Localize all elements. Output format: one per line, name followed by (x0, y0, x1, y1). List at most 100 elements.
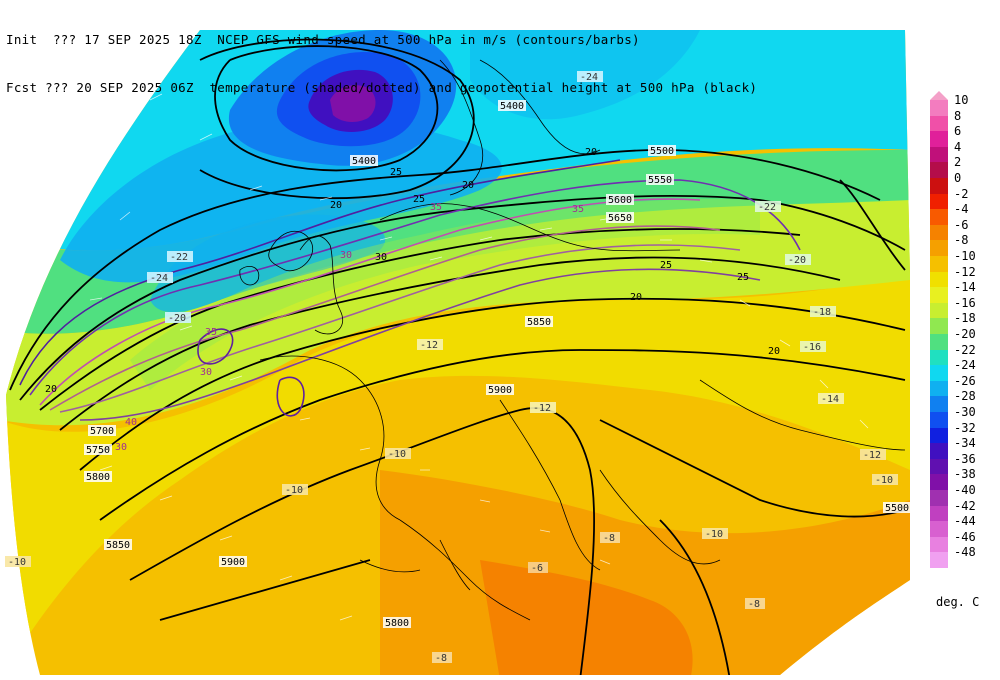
wind-label: 35 (430, 202, 442, 213)
height-label: 5900 (221, 557, 245, 568)
wind-label: 25 (737, 272, 749, 283)
temp-label: -20 (168, 313, 186, 324)
height-label: 5600 (608, 195, 632, 206)
temp-label: -22 (758, 202, 776, 213)
colorbar-label: -18 (954, 311, 976, 326)
colorbar-swatch (930, 458, 948, 475)
colorbar-label: 4 (954, 139, 962, 154)
temp-label: -24 (150, 273, 168, 284)
temperature-labels: -24 -22 -24 -20 -22 -20 -18 -16 -14 -12 … (5, 71, 898, 664)
wind-label: 30 (340, 250, 352, 261)
colorbar-label: -20 (954, 327, 976, 341)
colorbar-swatch (930, 334, 948, 350)
colorbar-label: 6 (954, 124, 962, 139)
colorbar-swatch (930, 536, 948, 553)
wind-label: 30 (375, 252, 387, 263)
colorbar-label: 8 (954, 108, 962, 123)
height-label: 5500 (885, 503, 909, 514)
colorbar-label: 0 (954, 171, 962, 185)
wind-label: 20 (45, 384, 57, 395)
height-label: 5800 (86, 472, 110, 483)
wind-label: 20 (585, 147, 597, 158)
colorbar-label: 2 (954, 155, 962, 170)
colorbar-label: -40 (954, 483, 976, 497)
height-label: 5750 (86, 445, 110, 456)
colorbar-swatch (930, 427, 948, 444)
temp-label: -10 (388, 449, 406, 460)
colorbar-swatch (930, 474, 948, 490)
wind-label: 35 (205, 327, 217, 338)
height-contours (9, 38, 906, 675)
colorbar-label: -8 (954, 233, 969, 248)
height-label: 5850 (527, 317, 551, 328)
wind-label: 20 (768, 346, 780, 357)
colorbar-label: -46 (954, 529, 976, 544)
colorbar-label: -26 (954, 373, 976, 388)
colorbar-swatch (930, 224, 948, 241)
colorbar-label: -48 (954, 545, 976, 560)
colorbar-label: -28 (954, 389, 976, 404)
colorbar-swatch (930, 521, 948, 537)
height-label: 5500 (650, 146, 674, 157)
wind-label: 25 (413, 194, 425, 205)
colorbar-label: -30 (954, 405, 976, 419)
colorbar-swatch (930, 490, 948, 506)
colorbar-swatch (930, 115, 948, 132)
height-label: 5400 (500, 101, 524, 112)
wind-label: 20 (330, 200, 342, 211)
temp-label: -20 (788, 255, 806, 266)
colorbar-swatch (930, 380, 948, 397)
temp-label: -8 (435, 653, 447, 664)
colorbar-swatch (930, 146, 948, 163)
height-label: 5900 (488, 385, 512, 396)
colorbar-label: -14 (954, 280, 976, 295)
temp-label: -14 (821, 394, 839, 405)
wind-labels: 20 25 30 35 40 30 25 20 20 30 35 25 20 2… (45, 147, 780, 453)
colorbar-label: -22 (954, 342, 976, 357)
temp-label: -10 (705, 529, 723, 540)
height-labels: 5400 5400 5500 5550 5600 5650 5700 5750 … (84, 100, 911, 629)
colorbar-swatch (930, 131, 948, 147)
colorbar-swatch (930, 287, 948, 303)
colorbar-swatch (930, 193, 948, 210)
wind-label: 35 (572, 204, 584, 215)
wind-label: 40 (125, 417, 137, 428)
colorbar-swatch (930, 162, 948, 178)
temp-label: -12 (533, 403, 551, 414)
wind-label: 25 (390, 167, 402, 178)
height-label: 5650 (608, 213, 632, 224)
temp-label: -12 (863, 450, 881, 461)
colorbar-units: deg. C (936, 595, 980, 609)
colorbar-label: -6 (954, 217, 969, 232)
colorbar-label: -12 (954, 264, 976, 279)
wind-label: 20 (630, 292, 642, 303)
forecast-line: Fcst ??? 20 SEP 2025 06Z temperature (sh… (6, 80, 758, 95)
colorbar-label: -4 (954, 202, 969, 217)
height-label: 5800 (385, 618, 409, 629)
height-label: 5400 (352, 156, 376, 167)
colorbar-swatch (930, 396, 948, 412)
temp-label: -12 (420, 340, 438, 351)
colorbar-swatch (930, 318, 948, 334)
colorbar-label: 10 (954, 93, 969, 107)
colorbar-label: -36 (954, 451, 976, 466)
temp-label: -10 (285, 485, 303, 496)
colorbar-swatch (930, 552, 948, 568)
colorbar-label: -10 (954, 249, 976, 263)
colorbar-swatch (930, 412, 948, 428)
colorbar-label: -32 (954, 420, 976, 435)
coastlines (239, 59, 906, 621)
temperature-colorbar: 10 8 6 4 2 0 -2 -4 -6 -8 -10 -12 -14 -16 -18 -20 -22 -24-… (930, 91, 1000, 580)
temp-label: -10 (8, 557, 26, 568)
colorbar-swatch (930, 240, 948, 256)
colorbar-label: -38 (954, 467, 976, 482)
temp-label: -8 (748, 599, 760, 610)
colorbar-swatch (930, 443, 948, 459)
colorbar-label: -16 (954, 295, 976, 310)
temp-label: -8 (603, 533, 615, 544)
colorbar-top-arrow (930, 91, 948, 100)
map-header: Init ??? 17 SEP 2025 18Z NCEP GFS wind s… (6, 0, 757, 112)
temp-label: -16 (803, 342, 821, 353)
